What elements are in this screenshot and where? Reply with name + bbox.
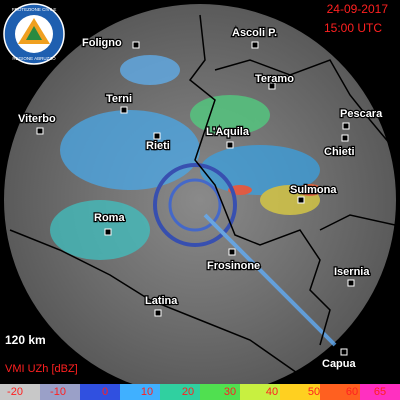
city-label: Sulmona [290, 184, 337, 196]
legend: -20 -10 0 10 20 30 40 50 60 65 [0, 384, 400, 400]
city-marker [341, 134, 349, 142]
city-marker [154, 309, 162, 317]
legend-swatch [320, 384, 361, 400]
logo-top: PROTEZIONE CIVILE [12, 7, 57, 12]
city-marker [340, 348, 348, 356]
borders [9, 14, 396, 376]
city-label: Frosinone [207, 260, 260, 272]
city-label: Terni [106, 93, 132, 105]
city-layer: Foligno Ascoli P. Teramo Pescara Terni Viterb… [17, 26, 385, 372]
city-marker [226, 141, 234, 149]
legend-swatch [0, 384, 41, 400]
city-marker [132, 41, 140, 49]
city-label: Roma [94, 212, 125, 224]
city-marker [36, 127, 44, 135]
echoes [50, 55, 337, 347]
legend-swatch [120, 384, 161, 400]
city-marker [347, 279, 355, 287]
legend-tick-label: -10 [50, 386, 66, 398]
legend-tick-label: 60 [346, 386, 358, 398]
date: 24-09-2017 [327, 2, 389, 16]
city-marker [104, 228, 112, 236]
legend-swatch [80, 384, 121, 400]
city-marker [228, 248, 236, 256]
city-marker [268, 82, 276, 90]
logo-bottom: REGIONE ABRUZZO [12, 56, 56, 61]
city-label: Foligno [82, 37, 122, 49]
legend-tick-label: 65 [374, 386, 386, 398]
city-label: Latina [145, 295, 178, 307]
city-label: Chieti [324, 146, 355, 158]
city-label: Teramo [255, 73, 294, 85]
legend-tick-label: -20 [7, 386, 23, 398]
city-marker [297, 196, 305, 204]
city-label: Viterbo [18, 113, 56, 125]
legend-title: VMI UZh [dBZ] [5, 363, 78, 375]
city-label: Isernia [334, 266, 370, 278]
city-marker [120, 106, 128, 114]
city-label: Capua [322, 358, 357, 370]
legend-tick-label: 50 [308, 386, 320, 398]
legend-swatch [200, 384, 241, 400]
city-label: L'Aquila [206, 126, 250, 138]
legend-swatch [40, 384, 81, 400]
legend-tick-label: 0 [102, 386, 108, 398]
city-marker [342, 122, 350, 130]
city-label: Pescara [340, 108, 383, 120]
city-marker [251, 41, 259, 49]
legend-swatch [240, 384, 281, 400]
city-label: Ascoli P. [232, 27, 277, 39]
legend-tick-label: 30 [224, 386, 236, 398]
time: 15:00 UTC [324, 21, 382, 35]
radar-range [4, 4, 396, 396]
legend-swatch [280, 384, 321, 400]
city-marker [153, 132, 161, 140]
legend-swatch [160, 384, 201, 400]
scale-label: 120 km [5, 333, 46, 347]
logo: PROTEZIONE CIVILE REGIONE ABRUZZO [3, 3, 65, 65]
legend-tick-label: 40 [266, 386, 278, 398]
legend-tick-label: 20 [182, 386, 194, 398]
legend-swatch [360, 384, 400, 400]
city-label: Rieti [146, 140, 170, 152]
legend-tick-label: 10 [141, 386, 153, 398]
